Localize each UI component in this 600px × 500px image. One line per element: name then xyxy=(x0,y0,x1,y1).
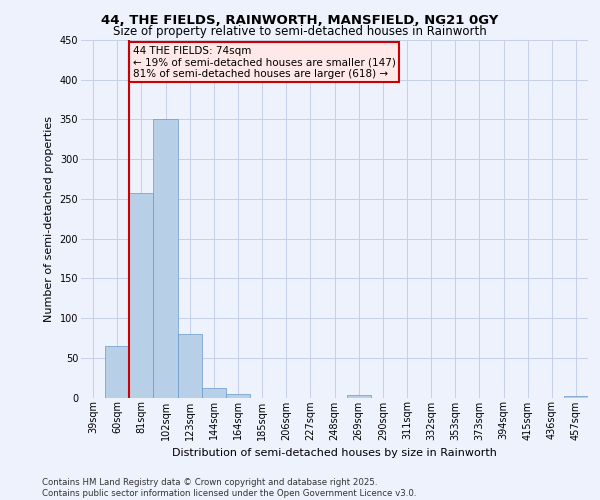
Bar xyxy=(202,388,226,398)
Bar xyxy=(178,334,202,398)
Text: Size of property relative to semi-detached houses in Rainworth: Size of property relative to semi-detach… xyxy=(113,25,487,38)
Text: 44, THE FIELDS, RAINWORTH, MANSFIELD, NG21 0GY: 44, THE FIELDS, RAINWORTH, MANSFIELD, NG… xyxy=(101,14,499,27)
Bar xyxy=(226,394,250,398)
Bar xyxy=(154,120,178,398)
Bar xyxy=(105,346,129,398)
Y-axis label: Number of semi-detached properties: Number of semi-detached properties xyxy=(44,116,54,322)
Text: Contains HM Land Registry data © Crown copyright and database right 2025.
Contai: Contains HM Land Registry data © Crown c… xyxy=(42,478,416,498)
Text: 44 THE FIELDS: 74sqm
← 19% of semi-detached houses are smaller (147)
81% of semi: 44 THE FIELDS: 74sqm ← 19% of semi-detac… xyxy=(133,46,396,79)
Bar xyxy=(564,396,588,398)
Bar xyxy=(129,194,154,398)
X-axis label: Distribution of semi-detached houses by size in Rainworth: Distribution of semi-detached houses by … xyxy=(172,448,497,458)
Bar xyxy=(347,395,371,398)
